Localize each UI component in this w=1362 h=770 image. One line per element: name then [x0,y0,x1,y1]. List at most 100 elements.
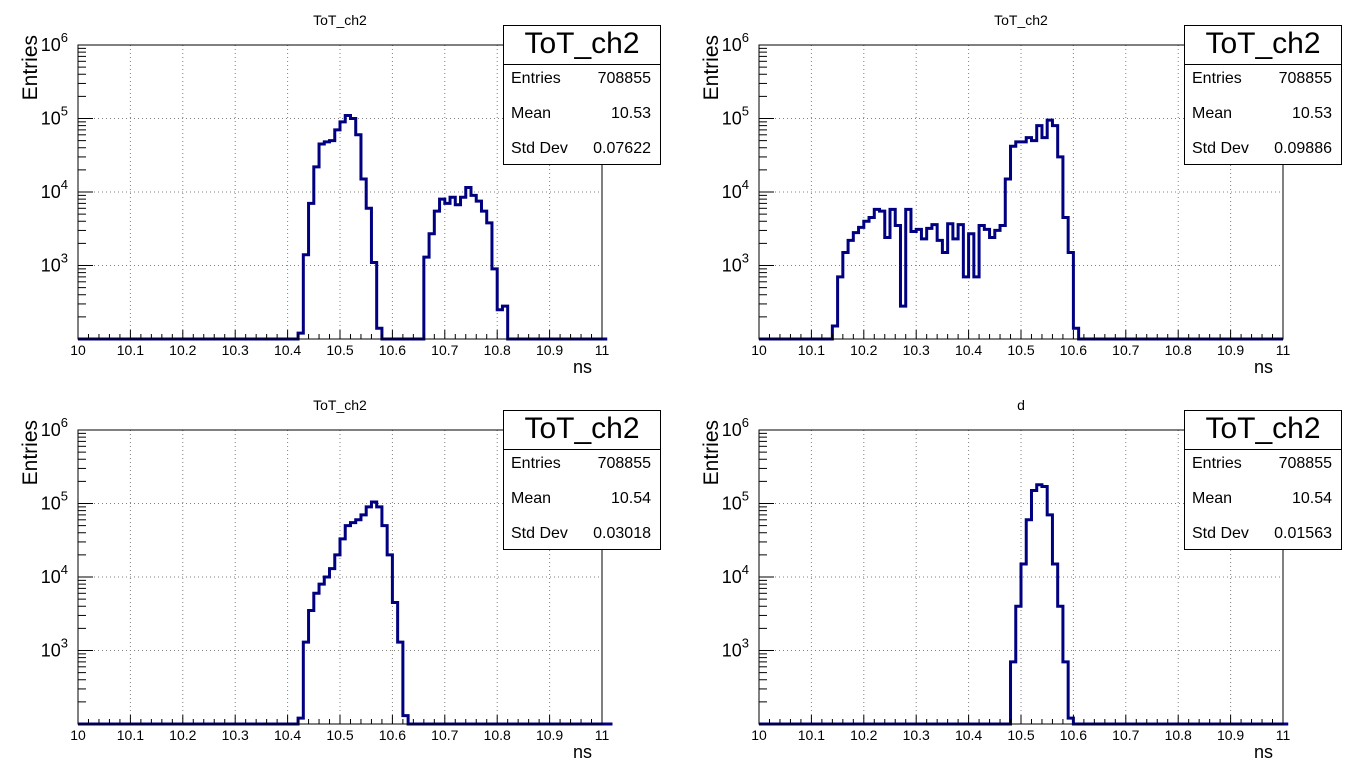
x-tick-label: 11 [595,342,610,358]
x-tick-label: 10.8 [484,342,511,358]
stats-value: 10.54 [610,490,651,507]
stats-row-entries: Entries 708855 [1192,69,1332,89]
stats-row-mean: Mean 10.54 [1192,489,1332,509]
stats-label: Mean [1192,490,1233,507]
stats-value: 0.07622 [593,140,651,157]
stats-label: Std Dev [511,140,568,157]
stats-row-std-dev: Std Dev 0.01563 [1192,524,1332,544]
x-tick-label: 10.2 [850,727,877,743]
x-tick-label: 10.6 [1060,727,1087,743]
x-tick-label: 10.3 [903,727,930,743]
stats-label: Mean [511,490,552,507]
histogram-pad-3: 10 10.1 10.2 10.3 10.4 10.5 10.6 10.7 10.8 10.9 11… [0,385,681,770]
stats-row-entries: Entries 708855 [511,454,651,474]
y-tick-label: 106 [722,415,749,440]
stats-box: ToT_ch2 Entries 708855 Mean 10.53 Std Dev 0.07… [503,25,661,165]
histogram-pad-2: 10 10.1 10.2 10.3 10.4 10.5 10.6 10.7 10.8 10.9 11… [681,0,1362,385]
stats-row-entries: Entries 708855 [1192,454,1332,474]
stats-title: ToT_ch2 [504,26,660,65]
x-axis-label: ns [573,357,592,377]
y-tick-label: 103 [722,636,749,661]
y-tick-label: 105 [722,104,749,129]
stats-value: 708855 [1278,70,1332,87]
stats-row-mean: Mean 10.54 [511,489,651,509]
stats-box: ToT_ch2 Entries 708855 Mean 10.53 Std Dev 0.09… [1184,25,1342,165]
x-axis-label: ns [1254,742,1273,762]
y-axis-label: Entries [19,420,42,485]
x-tick-label: 10.2 [169,342,196,358]
y-tick-label: 103 [722,251,749,276]
y-tick-label: 104 [722,177,749,202]
x-tick-label: 10.1 [798,342,825,358]
x-tick-label: 10.7 [431,727,458,743]
y-tick-label: 104 [41,177,68,202]
stats-label: Entries [1192,70,1242,87]
x-tick-label: 10.1 [117,342,144,358]
x-tick-label: 11 [595,727,610,743]
stats-label: Entries [1192,455,1242,472]
stats-row-std-dev: Std Dev 0.09886 [1192,139,1332,159]
stats-value: 10.53 [1291,105,1332,122]
stats-box: ToT_ch2 Entries 708855 Mean 10.54 Std Dev 0.01… [1184,410,1342,550]
x-tick-label: 10.4 [274,342,301,358]
stats-value: 0.09886 [1274,140,1332,157]
stats-value: 10.53 [610,105,651,122]
x-tick-label: 10.5 [1007,727,1034,743]
x-tick-label: 10.7 [1112,342,1139,358]
stats-value: 708855 [597,70,651,87]
x-tick-label: 10.4 [955,727,982,743]
histogram-pad-4: 10 10.1 10.2 10.3 10.4 10.5 10.6 10.7 10.8 10.9 11… [681,385,1362,770]
stats-label: Mean [1192,105,1233,122]
y-tick-label: 106 [41,415,68,440]
x-tick-label: 10.3 [222,342,249,358]
x-tick-label: 10 [751,342,767,358]
x-tick-label: 11 [1276,342,1291,358]
stats-row-mean: Mean 10.53 [1192,104,1332,124]
stats-title: ToT_ch2 [1185,411,1341,450]
y-axis-label: Entries [19,35,42,100]
histogram-title: ToT_ch2 [313,397,367,413]
histogram-svg: 10 10.1 10.2 10.3 10.4 10.5 10.6 10.7 10.8 10.9 11… [19,12,610,377]
x-tick-label: 10.9 [536,342,563,358]
y-tick-label: 103 [41,636,68,661]
stats-value: 0.01563 [1274,525,1332,542]
histogram-svg: 10 10.1 10.2 10.3 10.4 10.5 10.6 10.7 10.8 10.9 11… [700,12,1291,377]
x-tick-label: 10.9 [1217,342,1244,358]
stats-row-entries: Entries 708855 [511,69,651,89]
x-tick-label: 10.8 [1165,727,1192,743]
stats-label: Entries [511,455,561,472]
x-tick-label: 10 [70,342,86,358]
stats-value: 708855 [597,455,651,472]
stats-row-std-dev: Std Dev 0.07622 [511,139,651,159]
x-tick-label: 10.6 [379,727,406,743]
x-tick-label: 10.1 [798,727,825,743]
stats-box: ToT_ch2 Entries 708855 Mean 10.54 Std Dev 0.03… [503,410,661,550]
histogram-svg: 10 10.1 10.2 10.3 10.4 10.5 10.6 10.7 10.8 10.9 11… [19,397,613,762]
x-tick-label: 10.5 [1007,342,1034,358]
stats-label: Std Dev [511,525,568,542]
stats-title: ToT_ch2 [1185,26,1341,65]
x-tick-label: 10.7 [1112,727,1139,743]
y-tick-label: 103 [41,251,68,276]
y-tick-label: 105 [722,489,749,514]
stats-label: Mean [511,105,552,122]
stats-value: 10.54 [1291,490,1332,507]
x-tick-label: 10.6 [1060,342,1087,358]
stats-row-mean: Mean 10.53 [511,104,651,124]
x-tick-label: 10.3 [903,342,930,358]
histogram-title: ToT_ch2 [313,12,367,28]
x-tick-label: 10.2 [850,342,877,358]
y-tick-label: 106 [722,30,749,55]
y-tick-label: 105 [41,489,68,514]
x-axis-label: ns [573,742,592,762]
x-tick-label: 10.8 [1165,342,1192,358]
histogram-title: ToT_ch2 [994,12,1048,28]
y-tick-label: 104 [41,562,68,587]
x-tick-label: 10 [70,727,86,743]
x-tick-label: 10.4 [274,727,301,743]
x-tick-label: 10.4 [955,342,982,358]
stats-value: 0.03018 [593,525,651,542]
histogram-pad-1: 10 10.1 10.2 10.3 10.4 10.5 10.6 10.7 10.8 10.9 11… [0,0,681,385]
y-axis-label: Entries [700,420,723,485]
